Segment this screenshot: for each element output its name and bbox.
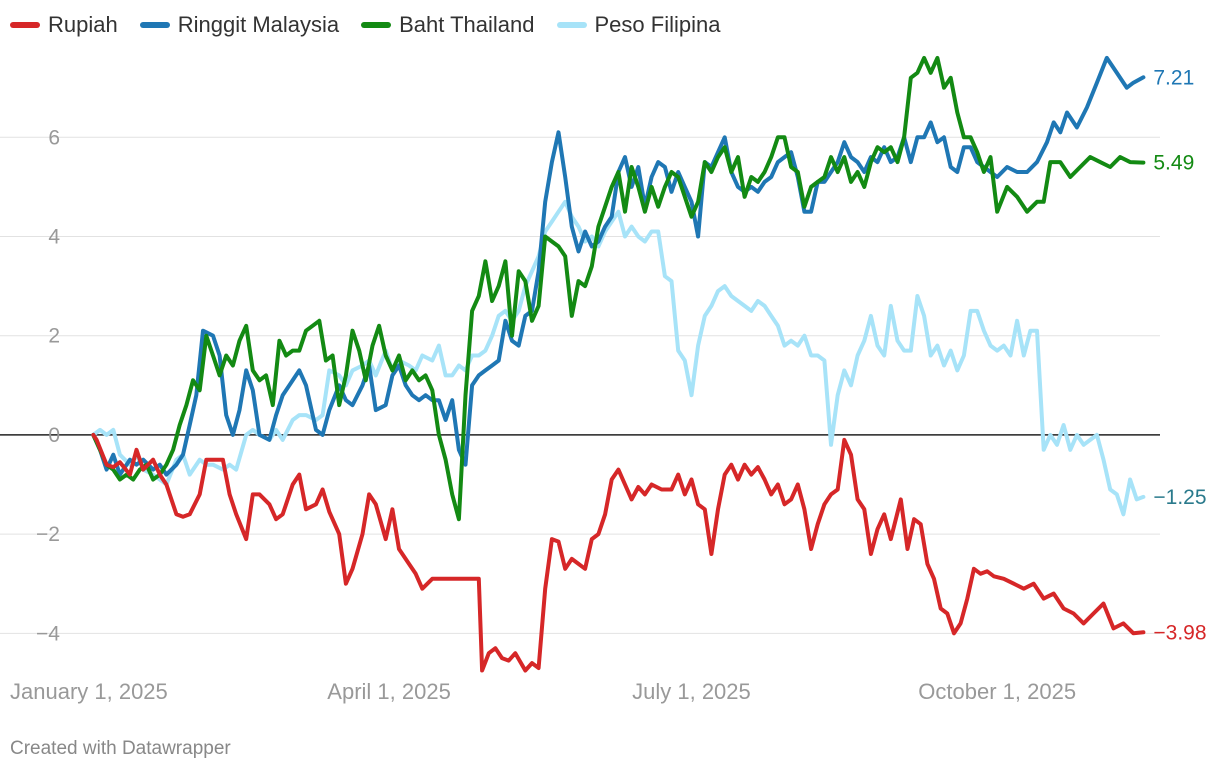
- x-tick-label: April 1, 2025: [327, 679, 451, 704]
- legend-label: Peso Filipina: [594, 12, 721, 37]
- end-label-peso-filipina: −1.25: [1153, 486, 1206, 509]
- gridlines: [0, 136, 1160, 634]
- x-tick-label: October 1, 2025: [918, 679, 1076, 704]
- legend-item: Baht Thailand: [361, 12, 535, 38]
- series-line-baht-thailand: [91, 55, 1146, 522]
- credit-footer: Created with Datawrapper: [10, 738, 231, 759]
- legend-label: Ringgit Malaysia: [177, 12, 340, 37]
- series-line-peso-filipina: [91, 199, 1146, 517]
- x-tick-label: January 1, 2025: [10, 679, 168, 704]
- end-label-rupiah: −3.98: [1153, 621, 1206, 644]
- series-line-ringgit-malaysia: [91, 55, 1146, 477]
- series-lines: [91, 55, 1146, 673]
- x-tick-label: July 1, 2025: [632, 679, 751, 704]
- y-tick-label: 0: [48, 424, 60, 447]
- legend-label: Baht Thailand: [399, 12, 535, 37]
- y-tick-label: 6: [48, 126, 60, 149]
- y-tick-label: 2: [48, 325, 60, 348]
- legend-label: Rupiah: [48, 12, 118, 37]
- legend-swatch: [361, 22, 392, 28]
- legend-item: Rupiah: [10, 12, 118, 38]
- legend: Rupiah Ringgit Malaysia Baht Thailand Peso …: [10, 10, 742, 40]
- legend-swatch: [139, 22, 170, 28]
- y-tick-label: −4: [36, 622, 60, 645]
- series-line-rupiah: [91, 432, 1146, 673]
- end-label-baht-thailand: 5.49: [1153, 152, 1194, 175]
- legend-swatch: [10, 22, 40, 28]
- y-tick-label: −2: [36, 523, 60, 546]
- legend-item: Peso Filipina: [556, 12, 721, 38]
- end-label-ringgit-malaysia: 7.21: [1153, 66, 1194, 89]
- legend-swatch: [556, 22, 587, 28]
- y-tick-label: 4: [48, 225, 60, 248]
- end-labels: −3.98 7.21 5.49 −1.25: [1153, 66, 1206, 644]
- axes: −4 −2 0 2 4 6 January 1, 2025 April 1, 2025 July…: [10, 126, 1076, 704]
- legend-item: Ringgit Malaysia: [139, 12, 340, 38]
